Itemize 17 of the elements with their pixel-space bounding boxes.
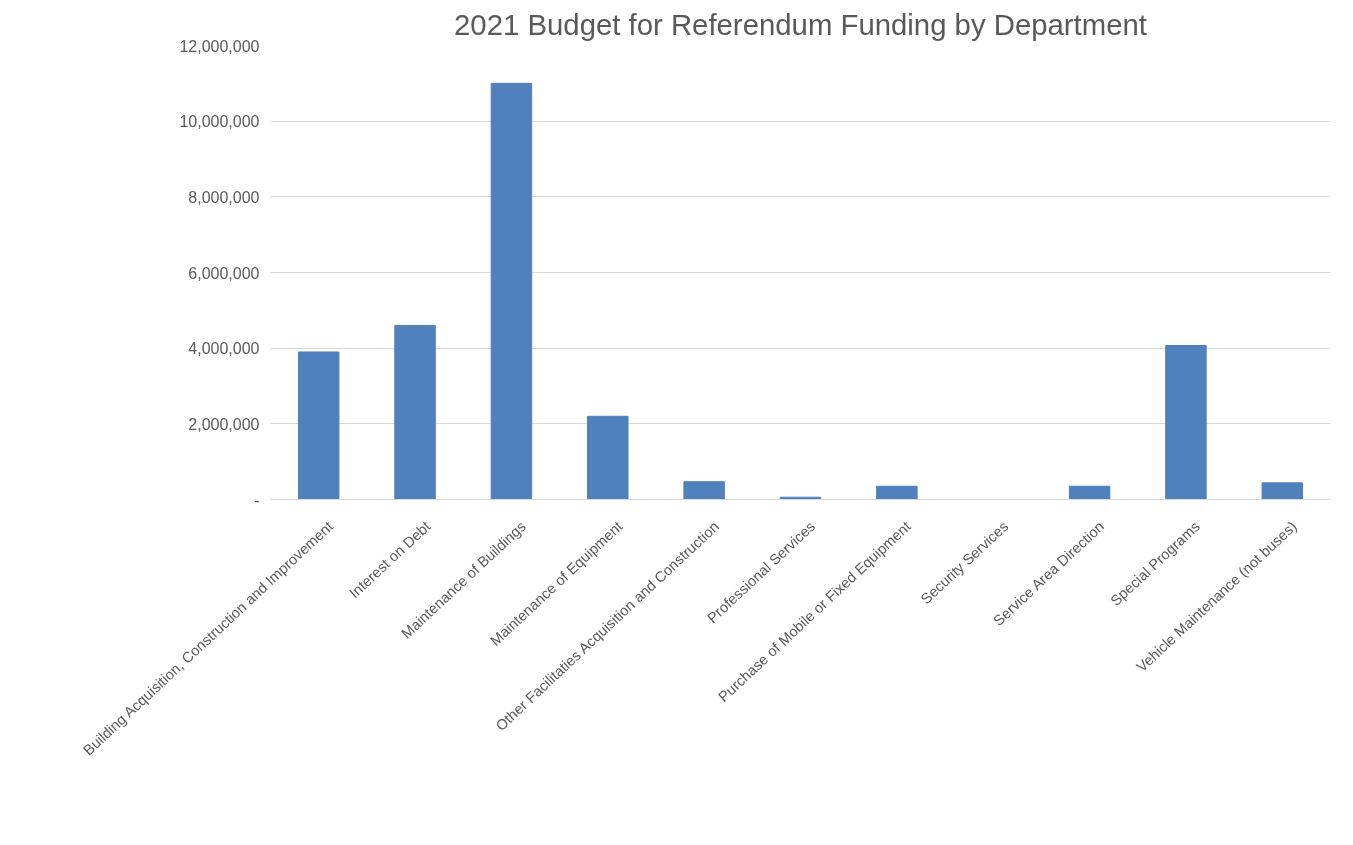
bar xyxy=(297,351,340,500)
y-tick-label: - xyxy=(254,491,260,509)
bar xyxy=(1165,345,1207,500)
y-tick-label: 6,000,000 xyxy=(188,264,260,282)
y-tick-label: 2,000,000 xyxy=(188,415,260,433)
y-tick-label: 12,000,000 xyxy=(179,37,260,55)
bar xyxy=(1261,482,1304,500)
y-tick-label: 8,000,000 xyxy=(188,188,260,206)
bar xyxy=(394,324,436,500)
y-tick-label: 10,000,000 xyxy=(179,113,260,131)
bar xyxy=(490,82,533,500)
y-tick-label: 4,000,000 xyxy=(188,340,260,358)
bar xyxy=(683,481,725,500)
bar xyxy=(1068,485,1111,500)
chart-title: 2021 Budget for Referendum Funding by Department xyxy=(454,7,1147,41)
bar xyxy=(876,485,918,500)
bar xyxy=(587,415,629,500)
